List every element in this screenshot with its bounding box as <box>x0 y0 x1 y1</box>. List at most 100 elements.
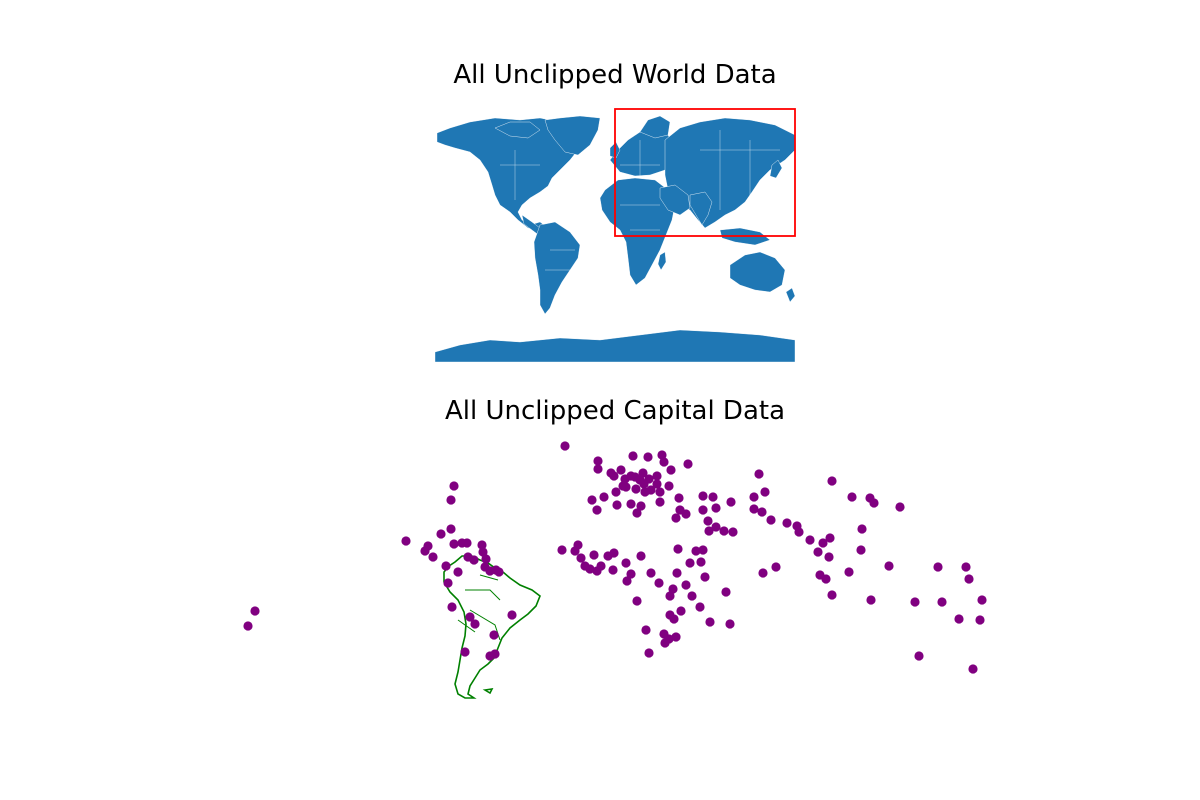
capital-point <box>443 578 453 588</box>
capital-point <box>685 558 695 568</box>
capital-point <box>884 561 894 571</box>
arabian-peninsula-landmass <box>659 184 691 216</box>
antarctica-landmass <box>434 329 796 363</box>
capital-point <box>462 538 472 548</box>
capital-point <box>659 457 669 467</box>
capital-point <box>866 595 876 605</box>
capital-point <box>592 566 602 576</box>
capital-point <box>666 465 676 475</box>
capital-point <box>420 546 430 556</box>
capital-point <box>758 568 768 578</box>
capital-point <box>636 551 646 561</box>
south-america-inner-borders <box>457 574 501 641</box>
capital-point <box>703 516 713 526</box>
world-map <box>434 108 796 363</box>
capital-point <box>469 555 479 565</box>
capital-point <box>857 524 867 534</box>
capital-point <box>481 554 491 564</box>
capital-point <box>401 536 411 546</box>
capital-point <box>632 508 642 518</box>
capital-point <box>708 492 718 502</box>
capital-point <box>683 459 693 469</box>
capital-point <box>794 527 804 537</box>
capital-point <box>593 464 603 474</box>
capital-point <box>592 505 602 515</box>
capital-point <box>704 526 714 536</box>
capital-point <box>696 557 706 567</box>
capital-point <box>621 558 631 568</box>
scandinavia-landmass <box>639 115 671 139</box>
capital-point <box>608 565 618 575</box>
madagascar-landmass <box>657 251 667 271</box>
capital-point <box>639 479 649 489</box>
capital-point <box>618 481 628 491</box>
capital-point <box>428 552 438 562</box>
arctic-islands-landmass <box>494 121 541 139</box>
capital-point <box>668 584 678 594</box>
capital-point <box>585 564 595 574</box>
greenland-landmass <box>544 115 601 156</box>
capital-point <box>654 578 664 588</box>
capital-point <box>754 469 764 479</box>
capital-point <box>570 546 580 556</box>
indian-subcontinent-landmass <box>689 191 713 226</box>
capital-point <box>507 610 517 620</box>
country-borders <box>500 130 780 271</box>
capital-point <box>695 602 705 612</box>
capital-point <box>449 539 459 549</box>
falklands-outline <box>482 687 494 695</box>
capital-point <box>657 450 667 460</box>
capital-point <box>599 492 609 502</box>
capital-point <box>626 569 636 579</box>
capital-point <box>782 518 792 528</box>
capital-point <box>636 501 646 511</box>
capital-point <box>705 617 715 627</box>
capital-point <box>622 576 632 586</box>
capital-point <box>691 546 701 556</box>
capital-point <box>757 507 767 517</box>
capital-point <box>856 545 866 555</box>
capital-point <box>847 492 857 502</box>
capital-point <box>609 548 619 558</box>
capital-point <box>700 572 710 582</box>
capital-point <box>824 552 834 562</box>
capital-point <box>664 481 674 491</box>
capital-point <box>681 580 691 590</box>
capital-point <box>494 567 504 577</box>
capital-point <box>640 487 650 497</box>
capital-point <box>674 493 684 503</box>
capital-point <box>631 484 641 494</box>
capital-point <box>964 574 974 584</box>
capital-point <box>589 550 599 560</box>
capital-point <box>975 615 985 625</box>
capital-point <box>453 567 463 577</box>
capital-point <box>646 568 656 578</box>
capital-point <box>933 562 943 572</box>
capital-point <box>250 606 260 616</box>
capital-point <box>436 529 446 539</box>
capital-point <box>721 587 731 597</box>
capital-point <box>447 602 457 612</box>
capital-point <box>954 614 964 624</box>
capital-point <box>818 538 828 548</box>
capital-point <box>813 547 823 557</box>
capital-point <box>728 527 738 537</box>
capital-point <box>895 502 905 512</box>
capital-point <box>760 487 770 497</box>
australia-landmass <box>729 251 786 293</box>
capital-point <box>749 492 759 502</box>
capital-point <box>477 540 487 550</box>
capital-point <box>641 625 651 635</box>
capital-points <box>243 441 987 674</box>
capital-point <box>449 481 459 491</box>
capital-point <box>844 567 854 577</box>
capital-point <box>632 596 642 606</box>
capital-point <box>478 547 488 557</box>
capital-point <box>687 591 697 601</box>
capital-point <box>652 471 662 481</box>
capital-point <box>630 472 640 482</box>
capital-point <box>914 651 924 661</box>
capital-point <box>638 468 648 478</box>
capital-point <box>446 495 456 505</box>
